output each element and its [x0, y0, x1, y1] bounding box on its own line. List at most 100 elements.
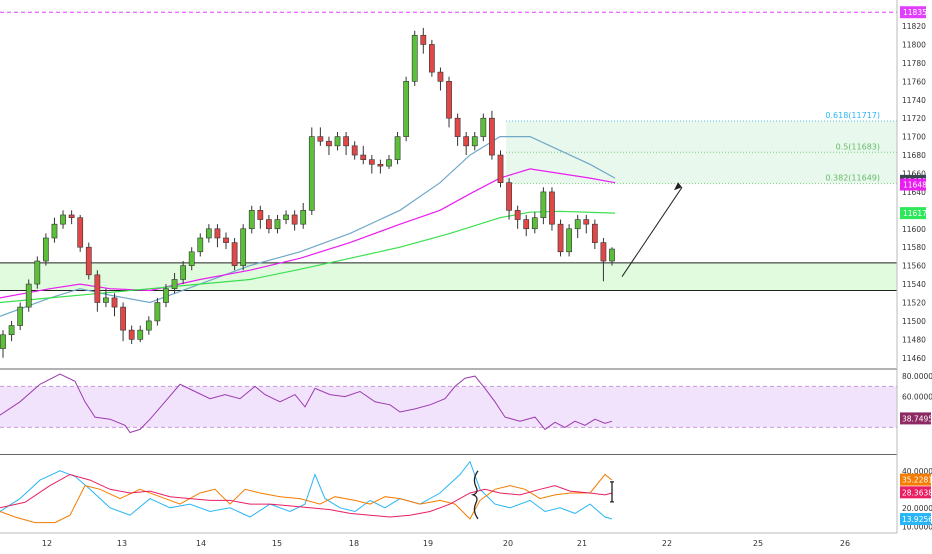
candle-body: [317, 136, 324, 142]
price-tick-label: 11820: [902, 22, 926, 31]
candle-body: [197, 237, 204, 253]
candle-body: [0, 334, 6, 349]
price-tick-label: 11600: [902, 225, 926, 234]
candle-body: [489, 117, 495, 156]
candle-body: [351, 145, 358, 156]
candle-body: [51, 223, 58, 239]
dmi-line: [0, 473, 613, 524]
dmi-tick-label: 40.0000: [902, 467, 932, 476]
candle-body: [103, 297, 109, 303]
candle-body: [428, 44, 435, 73]
candle-body: [368, 159, 375, 165]
candle-body: [463, 136, 470, 147]
candle-body: [411, 34, 418, 82]
candle-body: [25, 283, 32, 308]
candle-body: [531, 217, 538, 230]
candle-body: [283, 214, 289, 220]
dmi-badge-label: 35.2281: [902, 476, 932, 485]
candle-body: [600, 242, 607, 262]
candle-body: [514, 210, 521, 220]
candle-body: [188, 251, 195, 266]
price-tick-label: 11520: [902, 298, 926, 307]
x-tick-label: 13: [117, 539, 127, 548]
candle-body: [506, 182, 512, 211]
price-tick-label: 11480: [902, 335, 926, 344]
candle-body: [308, 136, 315, 211]
dmi-badge-label: 13.9256: [902, 515, 932, 524]
candle-body: [480, 117, 487, 137]
dmi-badge: [900, 473, 931, 486]
candle-body: [120, 306, 126, 331]
dmi-badge: [900, 513, 931, 526]
candle-body: [214, 228, 221, 239]
candle-body: [437, 71, 444, 82]
price-panel-background: [0, 11, 897, 292]
x-tick-label: 12: [42, 539, 52, 548]
candle-body: [343, 136, 349, 147]
candle-body: [386, 159, 392, 167]
candle-body: [128, 329, 135, 340]
dmi-panel[interactable]: [0, 460, 614, 524]
x-tick-label: 14: [196, 539, 206, 548]
price-tick-label: 11680: [902, 151, 926, 160]
candle-body: [43, 237, 49, 262]
price-tick-label: 11740: [902, 96, 926, 105]
trend-arrow-line: [621, 187, 683, 277]
x-tick-label: 25: [753, 539, 763, 548]
price-tick-label: 11760: [902, 77, 926, 86]
price-badge-label: 11835: [903, 8, 927, 17]
candle-body: [420, 34, 427, 45]
candle-body: [523, 219, 530, 230]
candle-body: [377, 163, 384, 167]
price-panel[interactable]: 0.618(11717) 0.5(11683) 0.382(11649): [0, 27, 880, 358]
candle-body: [248, 210, 255, 230]
candle-body: [223, 237, 229, 243]
rsi-tick-label: 80.0000: [902, 372, 932, 381]
price-tick-label: 11700: [902, 133, 926, 142]
x-tick-label: 22: [662, 539, 672, 548]
price-tick-label: 11580: [902, 243, 926, 252]
candle-body: [566, 228, 572, 253]
candle-body: [266, 219, 272, 230]
candle-body: [8, 325, 15, 336]
price-tick-label: 11800: [902, 40, 926, 49]
price-tick-label: 11660: [902, 169, 926, 178]
candle-body: [60, 214, 66, 225]
candle-body: [334, 136, 341, 147]
candle-body: [360, 154, 367, 160]
dmi-line: [0, 460, 613, 520]
candle-body: [583, 219, 590, 225]
candle-body: [137, 329, 144, 340]
candle-body: [231, 242, 238, 266]
candle-body: [609, 248, 615, 262]
dmi-tick-label: 10.0000: [902, 522, 932, 531]
candle-body: [34, 260, 41, 285]
rsi-band: [0, 386, 897, 428]
price-badge: [900, 6, 926, 19]
dmi-line: [0, 473, 613, 518]
candle-body: [111, 297, 118, 308]
rsi-panel[interactable]: [0, 373, 897, 434]
x-tick-label: 21: [577, 539, 587, 548]
rsi-badge-label: 38.7495: [902, 414, 932, 423]
candle-body: [163, 288, 169, 303]
price-tick-label: 11560: [902, 262, 926, 271]
price-tick-label: 11540: [902, 280, 926, 289]
curly-brace-annotation: [470, 470, 479, 520]
x-tick-label: 15: [272, 539, 282, 548]
price-badge: [900, 207, 926, 220]
candle-body: [17, 306, 24, 326]
support-zone: [0, 262, 897, 291]
candle-body: [291, 214, 298, 225]
candle-body: [77, 217, 84, 248]
dmi-badge-label: 28.3638: [902, 488, 932, 497]
dmi-badge: [900, 486, 931, 499]
price-tick-label: 11780: [902, 59, 926, 68]
price-tick-label: 11500: [902, 317, 926, 326]
candle-body: [154, 302, 161, 322]
candle-body: [240, 228, 247, 266]
candle-body: [68, 214, 75, 219]
